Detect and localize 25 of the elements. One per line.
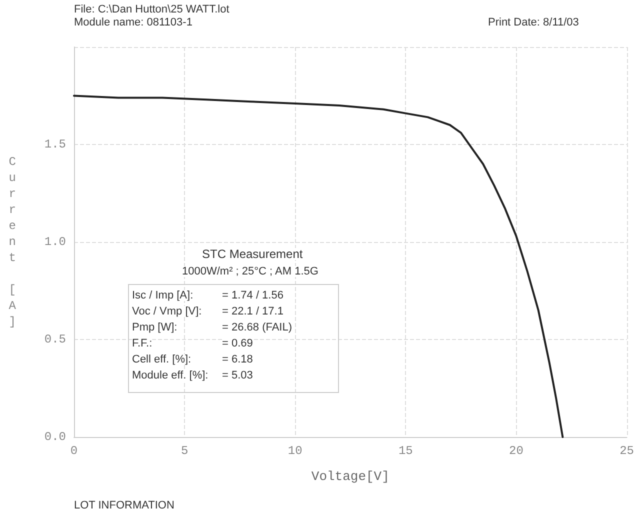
text: File: C:\Dan Hutton\25 WATT.lot (74, 4, 230, 16)
line-series (73, 94, 564, 438)
text: Cell eff. [%]: = 6.18 (132, 354, 253, 366)
text: Pmp [W]: = 26.68 (FAIL) (132, 322, 292, 334)
x-tick-label: 5 (180, 444, 188, 458)
x-tick-label: 0 (70, 444, 78, 458)
annotation: STC Measurement (202, 247, 304, 261)
x-tick-label: 15 (398, 444, 413, 458)
y-tick-label: 0.5 (44, 332, 66, 346)
x-tick-label: 10 (288, 444, 302, 458)
annotation: 1000W/m² ; 25°C ; AM 1.5G (182, 266, 318, 278)
text: Current [A] (8, 155, 16, 329)
x-axis-title: Voltage[V] (311, 469, 390, 484)
text: Print Date: 8/11/03 (488, 16, 579, 28)
text: Voc / Vmp [V]: = 22.1 / 17.1 (132, 306, 284, 318)
text: Module name: 081103-1 (74, 16, 192, 28)
text: LOT INFORMATION (74, 500, 174, 512)
x-tick-label: 20 (509, 444, 524, 458)
text: Isc / Imp [A]: = 1.74 / 1.56 (132, 290, 284, 302)
text: F.F.: = 0.69 (132, 338, 253, 350)
y-tick-label: 1.0 (44, 235, 66, 249)
y-tick-label: 1.5 (44, 138, 66, 152)
y-tick-label: 0.0 (44, 430, 66, 444)
text: Module eff. [%]: = 5.03 (132, 370, 253, 382)
x-tick-label: 25 (620, 444, 634, 458)
